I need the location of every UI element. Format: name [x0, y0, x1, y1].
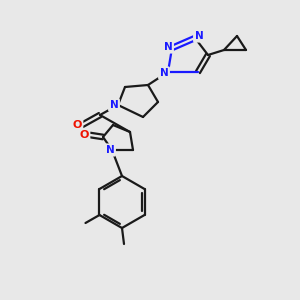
Text: N: N [110, 100, 118, 110]
Text: N: N [164, 42, 172, 52]
Text: N: N [160, 68, 168, 78]
Text: O: O [72, 120, 82, 130]
Text: N: N [195, 31, 203, 41]
Text: N: N [106, 145, 114, 155]
Text: O: O [79, 130, 89, 140]
